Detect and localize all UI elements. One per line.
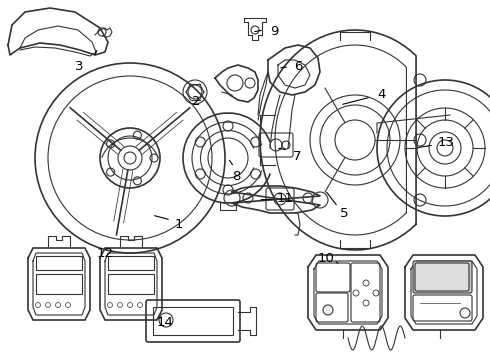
Text: 4: 4 [377,88,385,101]
Text: 13: 13 [438,136,455,149]
Text: 3: 3 [75,60,83,73]
Text: 2: 2 [192,95,200,108]
Bar [36,256,82,270]
Text: 1: 1 [175,218,183,231]
Text: 9: 9 [270,25,278,38]
Text: 7: 7 [293,150,301,163]
Bar [153,307,233,335]
Bar [108,274,154,294]
Text: 10: 10 [318,252,335,265]
Text: 6: 6 [294,60,302,73]
Text: 14: 14 [157,316,174,329]
Text: 12: 12 [97,247,114,260]
Text: 11: 11 [277,192,294,205]
Bar [108,256,154,270]
Text: 8: 8 [232,170,241,183]
Text: 5: 5 [340,207,348,220]
FancyBboxPatch shape [415,263,469,291]
Bar [36,274,82,294]
FancyBboxPatch shape [413,261,472,293]
